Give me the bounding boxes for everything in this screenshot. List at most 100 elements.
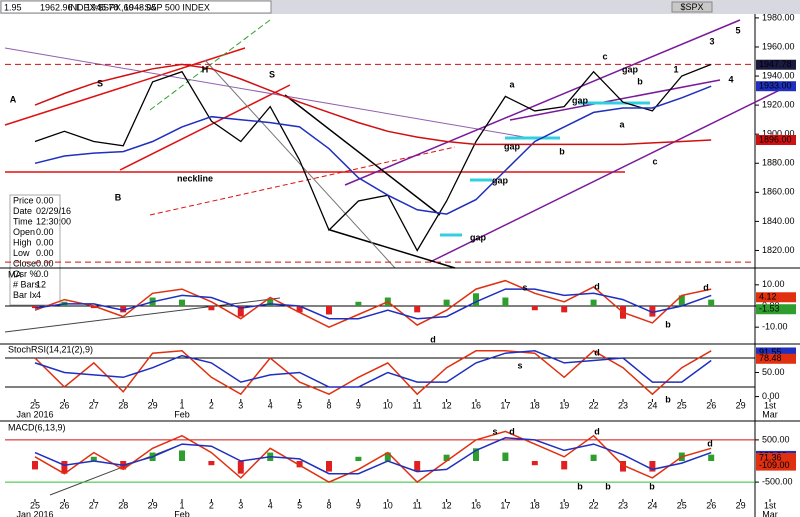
annotation: gap — [470, 232, 487, 242]
quote-value: 1962.96 — [40, 2, 73, 12]
annotation: b — [577, 481, 583, 491]
last-value-label: 78.48 — [759, 353, 782, 363]
annotation: d — [703, 282, 709, 292]
info-value: 4 — [36, 290, 41, 300]
histogram-bar — [326, 306, 332, 315]
last-value-box — [756, 452, 796, 463]
histogram-bar — [414, 461, 421, 472]
histogram-bar — [179, 450, 185, 461]
histogram-bar — [561, 461, 568, 470]
y-tick-label: 10.00 — [762, 279, 785, 289]
annotation: gap — [504, 141, 521, 151]
annotation: B — [115, 192, 122, 202]
histogram-bar — [531, 461, 538, 466]
info-label: Csr % — [13, 269, 38, 279]
symbol[interactable]: $SPX — [680, 2, 703, 12]
series-line — [34, 63, 712, 252]
info-label: Low — [13, 248, 30, 258]
trendline — [284, 94, 441, 216]
annotation: a — [509, 79, 515, 89]
annotation: b — [637, 76, 643, 86]
x-tick-label: 25 — [30, 400, 40, 410]
x-tick-label: 9 — [356, 500, 361, 510]
annotation: s — [492, 426, 497, 436]
annotation: 4 — [728, 74, 733, 84]
histogram-bar — [708, 299, 715, 306]
y-tick-label: 1820.00 — [762, 245, 795, 255]
info-value: 02/29/16 — [36, 206, 71, 216]
annotation: b — [605, 481, 611, 491]
info-box — [9, 194, 61, 306]
y-tick-label: 1960.00 — [762, 41, 795, 51]
x-tick-label: 23 — [618, 400, 628, 410]
annotation: S — [269, 69, 275, 79]
x-tick-label: 27 — [89, 400, 99, 410]
quote-value: L — [76, 2, 81, 12]
x-tick-label: 19 — [559, 400, 569, 410]
info-label: # Bars — [13, 279, 40, 289]
y-tick-label: 500.00 — [762, 434, 790, 444]
histogram-bar — [267, 299, 274, 306]
panel-title: MA — [8, 269, 22, 279]
last-value-box — [756, 81, 796, 92]
x-tick-label: 29 — [148, 400, 158, 410]
x-tick-label: 17 — [500, 500, 510, 510]
histogram-bar — [649, 461, 656, 472]
y-tick-label: 0.00 — [762, 391, 780, 401]
info-value: 0.00 — [36, 237, 54, 247]
x-tick-label: 9 — [356, 400, 361, 410]
annotation: b — [665, 319, 671, 329]
x-tick-label: 26 — [59, 400, 69, 410]
annotation: c — [652, 156, 657, 166]
histogram-bar — [473, 293, 479, 306]
y-tick-label: 1880.00 — [762, 158, 795, 168]
x-tick-label: 18 — [530, 500, 540, 510]
x-tick-label: 12 — [442, 500, 452, 510]
panel-title: StochRSI(14,21(2),9) — [8, 344, 93, 354]
quote-value: 1948.05 — [124, 2, 157, 12]
histogram-bar — [590, 454, 597, 461]
histogram-bar — [61, 461, 68, 474]
x-tick-label: 8 — [326, 500, 331, 510]
quote-strip — [0, 0, 272, 14]
x-tick-label: 2 — [209, 400, 214, 410]
trendline — [49, 444, 181, 496]
x-tick-label: 4 — [268, 400, 273, 410]
x-tick-label: 23 — [618, 500, 628, 510]
title: INDEX:$SPX,60 -- S&P 500 INDEX — [68, 2, 210, 12]
annotation: s — [522, 282, 527, 292]
trendline — [204, 59, 396, 269]
trendline — [4, 47, 531, 139]
histogram-bar — [32, 461, 38, 470]
trendline — [329, 229, 456, 269]
last-value-box — [756, 292, 796, 303]
x-tick-label: 10 — [383, 500, 393, 510]
x-tick-label: 1st — [764, 400, 777, 410]
histogram-bar — [678, 295, 685, 306]
channel — [344, 19, 741, 186]
last-value-label: -1.53 — [759, 304, 780, 314]
histogram-bar — [326, 461, 332, 472]
x-tick-label: 29 — [736, 400, 746, 410]
annotation: d — [594, 426, 600, 436]
annotation: c — [602, 51, 607, 61]
x-tick-label: 11 — [413, 500, 422, 510]
month-label: Feb — [174, 509, 190, 517]
histogram-bar — [414, 306, 421, 313]
histogram-bar — [208, 306, 215, 311]
x-tick-label: 17 — [500, 400, 510, 410]
y-tick-label: 1940.00 — [762, 70, 795, 80]
x-tick-label: 11 — [413, 400, 422, 410]
x-tick-label: 1st — [764, 500, 777, 510]
x-tick-label: 5 — [297, 500, 302, 510]
x-tick-label: 3 — [238, 500, 243, 510]
histogram-bar — [237, 461, 244, 474]
symbol-box[interactable] — [671, 1, 713, 13]
histogram-bar — [237, 306, 244, 317]
annotation: d — [430, 334, 436, 344]
histogram-bar — [208, 461, 215, 466]
last-value-label: 71.36 — [759, 452, 782, 462]
info-value: 12:30:00 — [36, 216, 71, 226]
